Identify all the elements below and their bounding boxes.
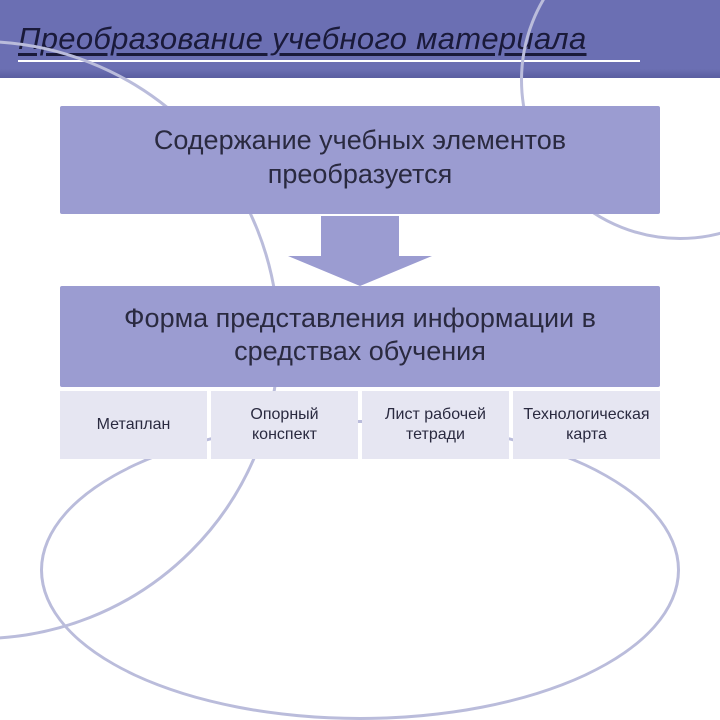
box-source: Содержание учебных элементов преобразует… bbox=[60, 106, 660, 214]
slide-title: Преобразование учебного материала bbox=[18, 21, 587, 57]
item-konspekt: Опорный конспект bbox=[211, 391, 358, 459]
flow-arrow bbox=[60, 216, 660, 284]
slide-header: Преобразование учебного материала bbox=[0, 0, 720, 78]
box-target: Форма представления информации в средств… bbox=[60, 286, 660, 388]
item-karta: Технологическая карта bbox=[513, 391, 660, 459]
items-row: Метаплан Опорный конспект Лист рабочей т… bbox=[60, 391, 660, 459]
arrow-stem bbox=[321, 216, 399, 258]
diagram-content: Содержание учебных элементов преобразует… bbox=[0, 78, 720, 540]
arrow-head-icon bbox=[288, 256, 432, 286]
item-metaplan: Метаплан bbox=[60, 391, 207, 459]
item-tetrad: Лист рабочей тетради bbox=[362, 391, 509, 459]
header-underline bbox=[18, 60, 640, 62]
